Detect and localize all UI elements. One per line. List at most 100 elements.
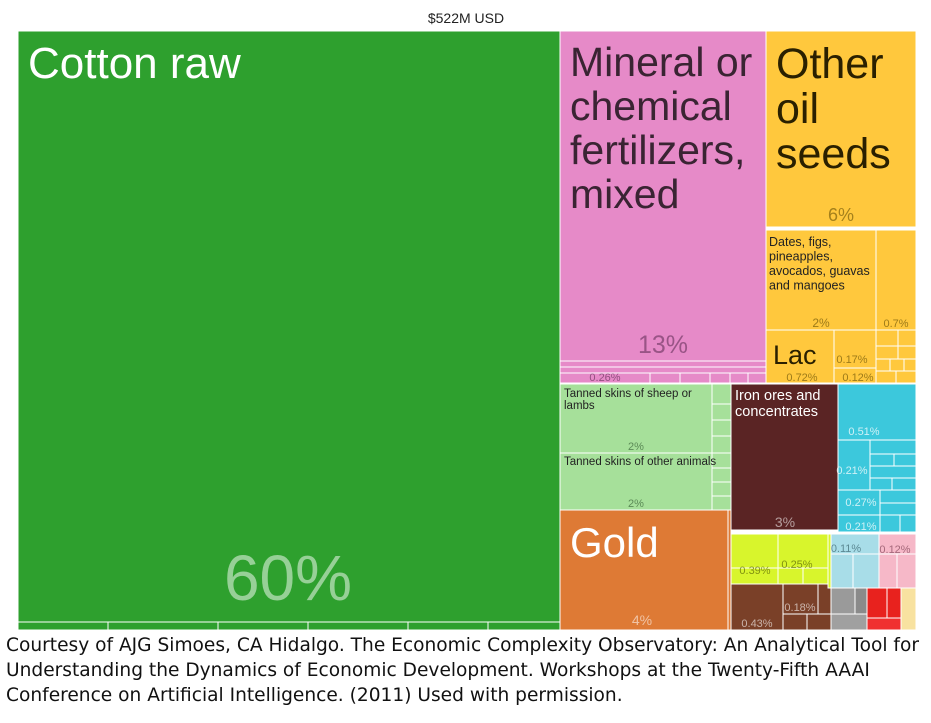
cell-other-oil-seeds-label: Other bbox=[776, 40, 884, 88]
cell-item-12 bbox=[837, 383, 917, 441]
minor-cell bbox=[830, 613, 868, 631]
minor-cell bbox=[854, 587, 868, 615]
cell-item-4-pct-label: 0.7% bbox=[883, 318, 908, 330]
cell-item-14-pct-label: 0.27% bbox=[845, 497, 876, 509]
cell-other-oil-seeds-label: oil bbox=[776, 85, 819, 133]
cell-item-20-pct-label: 0.12% bbox=[879, 544, 910, 556]
cell-gold bbox=[559, 509, 729, 631]
cell-dates-figs-pineapples-avocados-guavas-and-mangoes-pct-label: 2% bbox=[812, 316, 830, 330]
cell-item-21-pct-label: 0.43% bbox=[741, 618, 772, 630]
cell-item-14 bbox=[837, 489, 881, 516]
cell-iron-ores-and-concentrates-label: Iron ores and bbox=[735, 388, 820, 404]
cell-lac-label: Lac bbox=[773, 340, 817, 370]
minor-cell bbox=[649, 372, 681, 384]
cell-item-8-pct-label: 0.26% bbox=[589, 372, 620, 384]
minor-cell bbox=[866, 587, 888, 619]
minor-cell bbox=[869, 477, 893, 491]
cell-item-22-pct-label: 0.18% bbox=[784, 602, 815, 614]
cell-mineral-or-chemical-fertilizers-mixed-pct-label: 13% bbox=[638, 331, 688, 359]
minor-cell bbox=[830, 553, 854, 589]
cell-iron-ores-and-concentrates bbox=[730, 383, 839, 531]
cell-mineral-or-chemical-fertilizers-mixed bbox=[559, 30, 767, 362]
minor-cell bbox=[869, 439, 917, 455]
cell-tanned-skins-of-sheep-or-lambs-label: lambs bbox=[564, 400, 595, 412]
cell-item-19-pct-label: 0.11% bbox=[831, 543, 862, 555]
minor-cell bbox=[893, 453, 917, 467]
cell-item-6-pct-label: 0.17% bbox=[836, 354, 867, 366]
cell-item-4 bbox=[875, 229, 917, 331]
cell-gold-label: Gold bbox=[570, 519, 659, 566]
minor-cell bbox=[487, 621, 561, 631]
minor-cell bbox=[896, 553, 917, 589]
cell-other-oil-seeds bbox=[765, 30, 917, 228]
minor-cell bbox=[782, 613, 808, 631]
cell-cotton-raw-label: Cotton raw bbox=[28, 39, 241, 88]
treemap-labels: Cotton raw 60% Mineral orchemicalfertilize… bbox=[28, 39, 911, 630]
chart-title: $522M USD bbox=[428, 10, 504, 26]
minor-cell bbox=[711, 435, 732, 454]
minor-cell bbox=[891, 477, 917, 491]
cell-lac-pct-label: 0.72% bbox=[786, 372, 817, 384]
cell-item-18-pct-label: 0.25% bbox=[781, 559, 812, 571]
minor-cell bbox=[897, 345, 917, 360]
minor-cell bbox=[830, 587, 856, 615]
cell-item-17-pct-label: 0.39% bbox=[739, 565, 770, 577]
cell-cotton-raw bbox=[17, 30, 561, 631]
cell-dates-figs-pineapples-avocados-guavas-and-mangoes bbox=[765, 229, 877, 331]
minor-cell bbox=[729, 372, 749, 384]
cell-mineral-or-chemical-fertilizers-mixed-label: mixed bbox=[570, 171, 679, 217]
cell-tanned-skins-of-other-animals-pct-label: 2% bbox=[628, 498, 644, 510]
cell-tanned-skins-of-sheep-or-lambs-label: Tanned skins of sheep or bbox=[564, 388, 692, 400]
treemap-cells bbox=[17, 30, 917, 631]
minor-cell bbox=[869, 465, 917, 479]
cell-cotton-raw-pct-label: 60% bbox=[224, 542, 352, 614]
cell-iron-ores-and-concentrates-pct-label: 3% bbox=[775, 514, 795, 530]
minor-cell bbox=[852, 553, 880, 589]
cell-gold-pct-label: 4% bbox=[632, 612, 652, 628]
cell-other-oil-seeds-label: seeds bbox=[776, 130, 891, 178]
cell-dates-figs-pineapples-avocados-guavas-and-mangoes-label: and mangoes bbox=[769, 279, 845, 293]
cell-item-7-pct-label: 0.12% bbox=[842, 372, 873, 384]
minor-cell bbox=[897, 329, 917, 347]
figure-caption: Courtesy of AJG Simoes, CA Hidalgo. The … bbox=[6, 635, 919, 706]
minor-cell bbox=[407, 621, 489, 631]
cell-mineral-or-chemical-fertilizers-mixed-label: fertilizers, bbox=[570, 127, 745, 173]
minor-cell bbox=[711, 403, 732, 421]
cell-item-12-pct-label: 0.51% bbox=[848, 426, 879, 438]
treemap-chart: $522M USD Cotton raw 60% Mineral orchemica… bbox=[17, 10, 917, 631]
minor-cell bbox=[866, 617, 902, 631]
minor-cell bbox=[875, 345, 899, 360]
minor-cell bbox=[679, 372, 711, 384]
minor-cell bbox=[875, 358, 891, 372]
minor-cell bbox=[879, 502, 917, 516]
minor-cell bbox=[217, 621, 309, 631]
cell-tanned-skins-of-sheep-or-lambs-pct-label: 2% bbox=[628, 441, 644, 453]
cell-item-13 bbox=[837, 439, 871, 491]
minor-cell bbox=[107, 621, 219, 631]
minor-cell bbox=[747, 372, 767, 384]
minor-cell bbox=[806, 613, 832, 631]
cell-iron-ores-and-concentrates-label: concentrates bbox=[735, 404, 818, 420]
minor-cell bbox=[711, 419, 732, 437]
minor-cell bbox=[900, 587, 917, 631]
minor-cell bbox=[869, 453, 895, 467]
minor-cell bbox=[711, 467, 732, 483]
minor-cell bbox=[886, 587, 902, 619]
minor-cell bbox=[889, 358, 905, 372]
minor-cell bbox=[709, 372, 731, 384]
minor-cell bbox=[559, 360, 767, 368]
cell-lac bbox=[765, 329, 835, 384]
cell-other-oil-seeds-pct-label: 6% bbox=[828, 205, 854, 225]
treemap-minor-cells bbox=[17, 329, 917, 631]
cell-item-21 bbox=[730, 583, 784, 631]
minor-cell bbox=[711, 495, 732, 511]
cell-tanned-skins-of-other-animals-label: Tanned skins of other animals bbox=[564, 456, 716, 468]
minor-cell bbox=[878, 553, 898, 589]
minor-cell bbox=[903, 358, 917, 372]
cell-tanned-skins-of-sheep-or-lambs bbox=[559, 383, 713, 454]
minor-cell bbox=[711, 481, 732, 497]
cell-dates-figs-pineapples-avocados-guavas-and-mangoes-label: pineapples, bbox=[769, 250, 833, 264]
minor-cell bbox=[899, 514, 917, 533]
minor-cell bbox=[307, 621, 409, 631]
cell-item-13-pct-label: 0.21% bbox=[836, 465, 867, 477]
